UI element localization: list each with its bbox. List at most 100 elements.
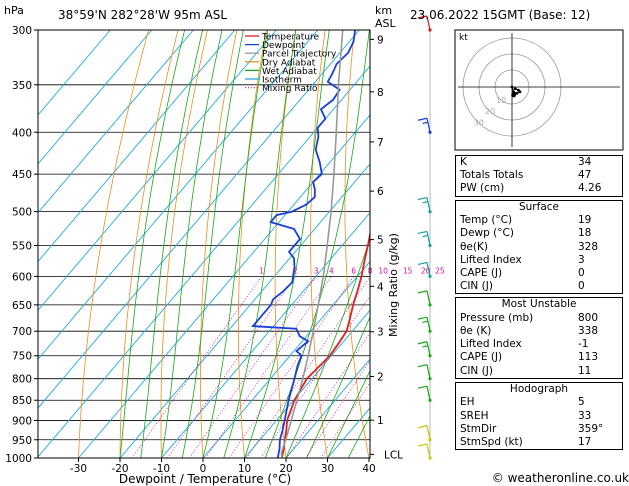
dry-adiabat-line (237, 30, 267, 458)
series-dewpoint (251, 30, 356, 458)
wind-barb-half-flag (422, 121, 428, 125)
legend-label: Isotherm (262, 76, 302, 86)
wet-adiabat-line (161, 30, 223, 458)
isotherm-line (202, 260, 370, 458)
isotherm-line (119, 163, 370, 458)
surface-row: CAPE (J) 0 (456, 267, 622, 280)
wind-barb-dot (428, 243, 432, 248)
wind-barb-dot (428, 209, 432, 214)
location-label: 38°59'N 282°28'W 95m ASL (58, 8, 227, 22)
hodograph-stat-row: SREH 33 (456, 410, 622, 423)
hodograph-frame (454, 29, 624, 151)
wet-adiabat-line (202, 30, 269, 458)
storm-motion-marker (511, 92, 516, 98)
hodograph-point (510, 85, 514, 89)
surface-value: 18 (578, 227, 592, 240)
surface-value: 19 (578, 214, 592, 227)
height-tick-label: 7 (377, 137, 384, 149)
wind-barb-flag (417, 15, 428, 19)
most-unstable-row: Lifted Index -1 (456, 338, 622, 351)
height-tick-label: 5 (377, 235, 384, 247)
pressure-tick-label: 300 (12, 25, 32, 37)
hodograph-stat-value: 359° (578, 422, 604, 435)
wind-barb-dot (428, 329, 432, 333)
wet-adiabat-line (119, 30, 186, 458)
wind-barbs (417, 15, 432, 460)
background-grid (38, 30, 370, 458)
pressure-tick-label: 350 (12, 80, 32, 92)
wind-barb-flag (417, 230, 428, 235)
hodograph-stat-value: 33 (578, 409, 592, 422)
most-unstable-value: 11 (578, 364, 592, 377)
dry-adiabat-line (78, 30, 149, 458)
most-unstable-label: CIN (J) (460, 364, 493, 377)
hodograph-stats-title: Hodograph (509, 382, 569, 395)
height-tick-label: 2 (377, 371, 384, 383)
surface-row: CIN (J) 0 (456, 280, 622, 293)
pressure-tick-label: 550 (12, 240, 32, 252)
mixing-ratio-line (131, 276, 263, 458)
wind-barb-flag (417, 197, 428, 201)
mixing-ratio-line (228, 276, 355, 458)
wind-barb-flag (417, 261, 428, 265)
temperature-tick-label: 40 (362, 463, 375, 475)
mixing-ratio-label: 2 (293, 266, 298, 275)
surface-row: Dewp (°C) 18 (456, 227, 622, 240)
most-unstable-box: Most Unstable Pressure (mb) 800 θe (K) 338 L… (455, 297, 623, 379)
wind-barb-flag (417, 385, 428, 389)
mixing-ratio-label: 10 (378, 266, 388, 275)
most-unstable-row: CAPE (J) 113 (456, 351, 622, 364)
height-unit-asl: ASL (375, 17, 397, 30)
mixing-ratio-line (260, 295, 370, 458)
most-unstable-label: Lifted Index (460, 338, 522, 351)
hodograph-stat-row: EH 5 (456, 396, 622, 409)
wind-barb-flag (417, 117, 428, 121)
wind-barb-staff (426, 425, 431, 440)
wind-barb-staff (426, 231, 431, 246)
most-unstable-title: Most Unstable (501, 298, 577, 311)
wind-barb-dot (428, 303, 432, 307)
surface-title: Surface (518, 200, 559, 213)
wind-barb-staff (426, 317, 431, 332)
wet-adiabat-line (327, 370, 370, 458)
surface-label: CIN (J) (460, 280, 493, 293)
pressure-tick-label: 450 (12, 169, 32, 181)
most-unstable-label: θe (K) (460, 325, 492, 338)
pressure-tick-label: 600 (12, 271, 32, 283)
copyright-footer: © weatheronline.co.uk (492, 471, 629, 485)
surface-value: 0 (578, 280, 585, 293)
most-unstable-value: 113 (578, 351, 599, 364)
isotherm-line (38, 30, 236, 263)
wind-barb-staff (426, 386, 431, 401)
mixing-ratio-line (205, 276, 332, 458)
pressure-tick-label: 750 (12, 351, 32, 363)
hodograph-stat-label: SREH (460, 409, 489, 422)
wind-barb-staff (426, 364, 431, 379)
mixing-ratio-label: 3 (314, 266, 319, 275)
pressure-tick-label: 400 (12, 127, 32, 139)
wind-barb-staff (426, 262, 431, 277)
index-value: 34 (578, 156, 592, 168)
isotherm-line (38, 30, 111, 116)
isotherm-line (38, 30, 319, 360)
most-unstable-value: 800 (578, 311, 599, 324)
wind-barb-flag (417, 341, 428, 345)
temperature-tick-label: 10 (238, 463, 251, 475)
index-row: PW (cm) 4.26 (456, 182, 622, 195)
wind-barb-flag (417, 425, 428, 429)
height-unit-km: km (375, 4, 392, 17)
dry-adiabat-line (344, 30, 370, 458)
hodograph-stats-box: Hodograph EH 5 SREH 33 StmDir 359° StmSpd (kt)… (455, 381, 623, 451)
pressure-tick-label: 800 (12, 374, 32, 386)
pressure-tick-label: 700 (12, 326, 32, 338)
wind-barb-dot (428, 438, 432, 442)
hodograph-stat-value: 17 (578, 435, 592, 448)
series-parcel-trajectory (280, 30, 344, 458)
wet-adiabat-line (264, 30, 370, 458)
hodograph-ring-label: 30 (474, 118, 484, 127)
wind-barb-half-flag (422, 320, 428, 323)
mixing-ratio-axis-title: Mixing Ratio (g/kg) (387, 233, 400, 337)
mixing-ratio-label: 15 (403, 266, 413, 275)
hodograph-stat-row: StmSpd (kt) 17 (456, 436, 622, 449)
temperature-tick-label: -20 (111, 463, 128, 475)
